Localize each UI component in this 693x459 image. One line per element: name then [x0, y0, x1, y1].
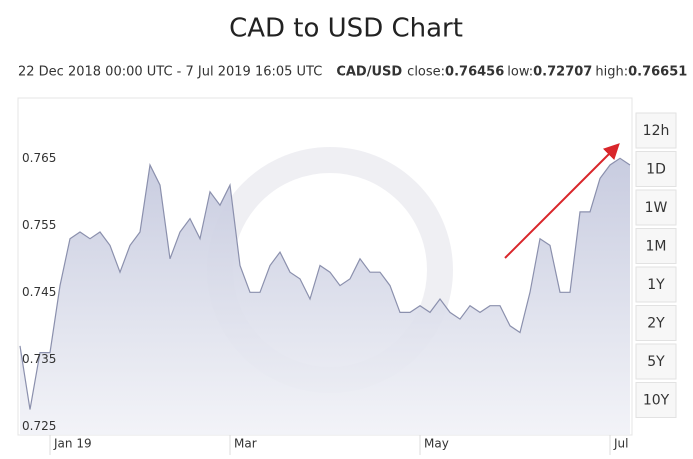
x-tick-label: Jul — [613, 437, 628, 451]
button-frame[interactable] — [635, 382, 677, 418]
range-button[interactable]: 1D — [635, 151, 677, 187]
y-tick-label: 0.745 — [22, 285, 56, 299]
y-tick-label: 0.725 — [22, 419, 56, 433]
range-button[interactable]: 12h — [635, 112, 677, 149]
button-label[interactable]: 1M — [646, 239, 667, 255]
date-range: 22 Dec 2018 00:00 UTC - 7 Jul 2019 16:05… — [18, 65, 322, 80]
button-label[interactable]: 1W — [645, 200, 668, 216]
button-frame[interactable] — [635, 228, 677, 264]
stat-label: low: — [507, 65, 533, 80]
line — [19, 157, 631, 410]
y-tick-label: 0.755 — [22, 218, 56, 232]
range-button[interactable]: 1M — [635, 228, 677, 264]
area-fill — [20, 158, 630, 436]
stat-label: high: — [595, 65, 628, 80]
range-button[interactable]: 1W — [635, 189, 677, 226]
y-tick-label: 0.765 — [22, 151, 56, 165]
plot: 0.725 0.735 0.745 0.755 0.765 Jan 19 Mar May Jul — [19, 151, 631, 455]
button-label[interactable]: 1D — [646, 162, 666, 178]
chart-title: CAD to USD Chart — [229, 14, 463, 44]
button-label[interactable]: 1Y — [647, 277, 665, 293]
button-label[interactable]: 2Y — [647, 316, 665, 332]
range-button[interactable]: 1Y — [635, 266, 677, 303]
range-button[interactable]: 5Y — [635, 343, 677, 380]
button-label[interactable]: 10Y — [643, 393, 670, 409]
button-frame[interactable] — [635, 112, 677, 149]
x-tick-label: Mar — [234, 437, 257, 451]
stat-value: 0.76456 — [445, 65, 504, 80]
button-frame[interactable] — [635, 305, 677, 341]
stat-value: 0.76651 — [628, 65, 687, 80]
range-button[interactable]: 10Y — [635, 382, 677, 418]
stat-label: close: — [407, 65, 445, 80]
range-button[interactable]: 2Y — [635, 305, 677, 341]
y-tick-label: 0.735 — [22, 352, 56, 366]
annotation-arrow — [504, 143, 620, 259]
button-frame[interactable] — [635, 151, 677, 187]
subtitle: 22 Dec 2018 00:00 UTC - 7 Jul 2019 16:05… — [18, 65, 687, 80]
button-frame[interactable] — [635, 343, 677, 380]
stat-value: 0.72707 — [533, 65, 592, 80]
x-tick-label: May — [424, 437, 449, 451]
range-buttons: 12h 1D 1W 1M 1Y 2Y 5Y 10Y — [635, 112, 677, 418]
button-label[interactable]: 12h — [643, 123, 670, 139]
pair: CAD/USD — [336, 65, 402, 80]
x-tick-label: Jan 19 — [53, 437, 92, 451]
button-frame[interactable] — [635, 266, 677, 303]
button-frame[interactable] — [635, 189, 677, 226]
button-label[interactable]: 5Y — [647, 354, 665, 370]
